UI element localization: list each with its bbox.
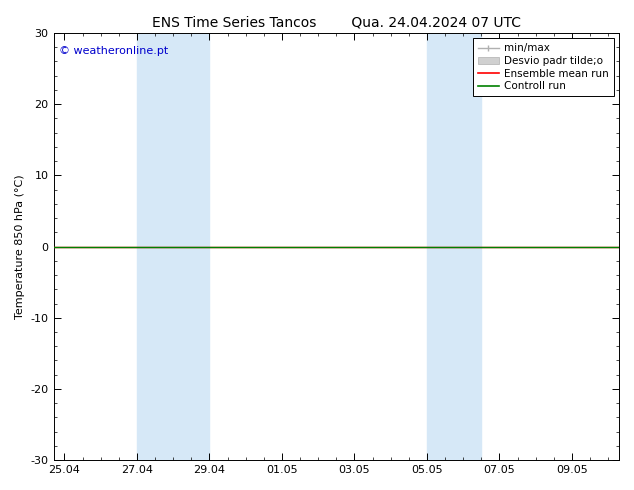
- Legend: min/max, Desvio padr tilde;o, Ensemble mean run, Controll run: min/max, Desvio padr tilde;o, Ensemble m…: [472, 38, 614, 97]
- Bar: [427, 33, 481, 460]
- Bar: [137, 33, 209, 460]
- Y-axis label: Temperature 850 hPa (°C): Temperature 850 hPa (°C): [15, 174, 25, 319]
- Text: © weatheronline.pt: © weatheronline.pt: [59, 46, 169, 56]
- Title: ENS Time Series Tancos        Qua. 24.04.2024 07 UTC: ENS Time Series Tancos Qua. 24.04.2024 0…: [152, 15, 521, 29]
